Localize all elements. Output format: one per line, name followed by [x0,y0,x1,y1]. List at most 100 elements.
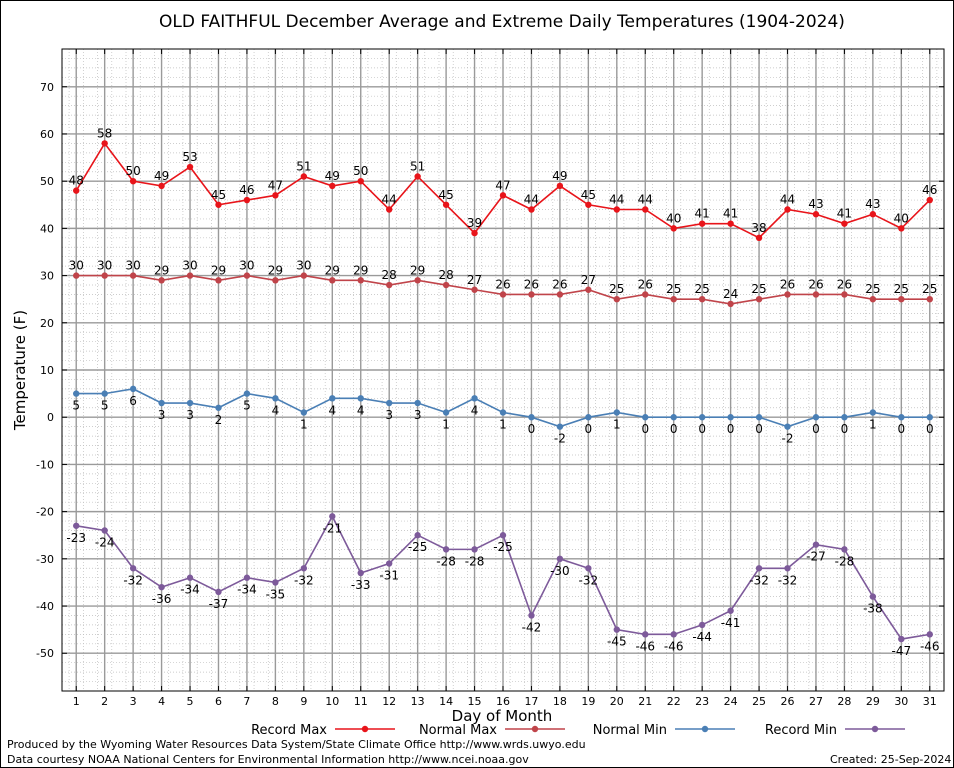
normal-min-point [215,404,222,411]
normal-max-point [186,272,194,279]
record-max-point [613,206,621,213]
series-layer [73,140,933,643]
x-tick-label: 31 [923,695,937,708]
normal-min-point [186,399,194,407]
normal-max-data-label: 24 [723,287,738,301]
x-tick-label: 14 [439,695,453,708]
normal-min-point [101,390,108,397]
record-min-point [784,565,791,572]
y-tick-label: -30 [36,553,54,566]
record-max-data-label: 40 [894,211,909,225]
normal-max-point [329,277,336,284]
normal-min-data-label: 1 [869,417,877,431]
record-max-data-label: 51 [296,159,311,173]
y-tick-label: -20 [36,506,54,519]
normal-max-data-label: 29 [353,263,368,277]
record-max-point [73,187,80,194]
normal-max-data-label: 29 [410,263,425,277]
record-min-data-label: -33 [351,578,371,592]
record-max-data-label: 49 [154,169,169,183]
legend-label: Normal Max [419,723,497,738]
normal-min-point [556,423,564,430]
normal-max-data-label: 29 [154,263,169,277]
record-min-data-label: -41 [721,616,741,630]
legend-item-record-min: Record Min [765,723,905,738]
record-min-data-label: -35 [266,587,286,601]
normal-max-point [727,300,734,308]
normal-min-point [670,414,677,421]
normal-max-point [442,281,450,289]
legend-label: Normal Min [593,723,667,738]
normal-min-data-label: 5 [101,399,109,413]
record-max-point [272,192,279,199]
normal-max-point [471,286,478,293]
record-min-point [329,513,336,520]
legend-swatch-marker [531,725,539,733]
record-min-point [442,546,450,553]
x-tick-label: 7 [243,695,250,708]
x-tick-label: 5 [187,695,194,708]
x-tick-label: 19 [581,695,595,708]
normal-min-data-label: 5 [243,399,251,413]
record-max-point [528,206,535,213]
record-min-point [841,546,848,553]
normal-max-data-label: 30 [69,259,84,273]
record-max-data-label: 44 [609,193,624,207]
normal-max-data-label: 28 [382,268,397,282]
normal-min-data-label: 0 [641,422,649,436]
normal-max-point [215,277,222,284]
normal-max-point [812,291,820,298]
normal-min-data-label: 4 [272,403,280,417]
y-tick-label: -40 [36,600,54,613]
record-max-data-label: 44 [524,193,539,207]
record-min-point [215,588,222,596]
record-max-data-label: 41 [723,207,738,221]
record-max-point [186,163,194,171]
normal-min-point [727,414,734,421]
record-min-data-label: -31 [379,569,399,583]
y-tick-label: -10 [36,458,54,471]
normal-max-point [357,277,364,284]
y-tick-label: -50 [36,647,54,660]
normal-min-data-label: 1 [442,417,450,431]
record-min-point [243,574,251,581]
normal-min-point [812,414,820,421]
normal-max-point [499,291,507,298]
normal-max-point [585,286,592,293]
record-min-point [812,541,820,548]
normal-max-point [73,272,80,279]
x-tick-label: 12 [382,695,396,708]
record-max-point [499,192,507,199]
record-max-data-label: 40 [666,211,681,225]
normal-min-data-label: 3 [158,408,166,422]
normal-max-point [101,272,108,279]
normal-min-data-label: 2 [215,413,223,427]
record-min-data-label: -46 [920,639,940,653]
normal-max-point [414,277,421,284]
normal-min-data-label: 0 [812,422,820,436]
normal-max-data-label: 26 [638,277,653,291]
x-tick-label: 18 [553,695,567,708]
record-max-data-label: 58 [97,126,112,140]
record-max-point [926,196,933,204]
record-min-data-label: -32 [749,573,769,587]
footer-created: Created: 25-Sep-2024 [830,753,952,766]
record-min-data-label: -32 [294,573,314,587]
x-tick-label: 21 [638,695,652,708]
normal-max-data-label: 27 [467,273,482,287]
normal-min-point [442,409,450,416]
record-max-point [841,220,848,227]
record-max-data-label: 45 [581,188,596,202]
record-min-point [727,607,734,614]
record-max-point [755,234,763,242]
normal-min-point [385,399,393,407]
normal-max-point [528,291,535,298]
record-min-data-label: -36 [152,592,172,606]
normal-min-point [414,399,421,407]
record-max-point [158,182,165,190]
x-tick-label: 9 [300,695,307,708]
record-min-data-label: -45 [607,635,627,649]
